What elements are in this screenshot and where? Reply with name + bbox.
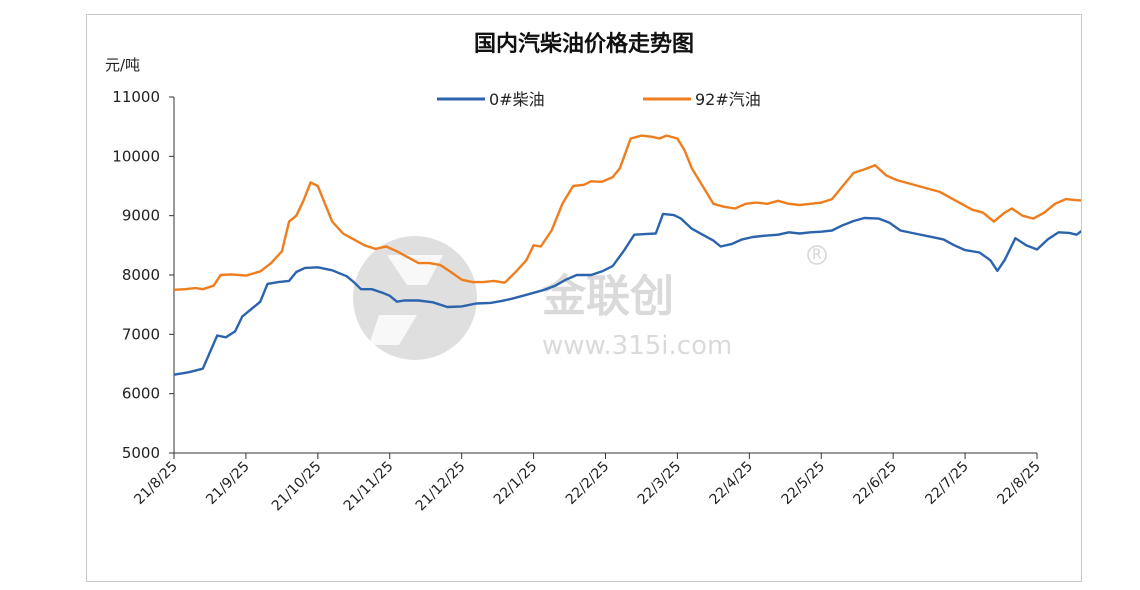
y-tick-label: 10000: [112, 147, 160, 165]
x-tick-label: 21/8/25: [131, 459, 180, 508]
watermark-brand: 金联创: [541, 271, 674, 322]
chart-title: 国内汽柴油价格走势图: [474, 31, 694, 57]
x-tick-label: 21/10/25: [269, 459, 325, 515]
x-tick-label: 22/6/25: [851, 459, 900, 508]
x-axis: 21/8/25 21/9/25 21/10/25 21/11/25 21/12/25 22…: [131, 452, 1044, 515]
legend-label: 92#汽油: [695, 90, 761, 109]
y-tick-label: 6000: [122, 385, 160, 403]
x-tick-label: 22/1/25: [491, 459, 540, 508]
x-tick-label: 22/8/25: [994, 459, 1043, 508]
y-tick-label: 9000: [122, 207, 160, 225]
x-tick-label: 22/5/25: [779, 459, 828, 508]
y-axis-unit: 元/吨: [105, 56, 140, 74]
y-tick-label: 8000: [122, 266, 160, 284]
series-line: [173, 134, 1081, 291]
line-chart: 金联创 R www.315i.com 国内汽柴油价格走势图 元/吨 5000 60…: [105, 31, 1081, 515]
x-tick-label: 22/2/25: [563, 459, 612, 508]
series-line: [173, 212, 1081, 376]
watermark-registered: R: [812, 247, 822, 263]
x-tick-label: 21/11/25: [341, 459, 397, 515]
legend: 0#柴油 92#汽油: [437, 90, 761, 109]
x-tick-label: 22/7/25: [922, 459, 971, 508]
x-tick-label: 22/3/25: [635, 459, 684, 508]
x-tick-label: 22/4/25: [707, 459, 756, 508]
y-axis: 5000 6000 7000 8000 9000 10000 11000: [112, 88, 175, 462]
series-layer: [173, 134, 1081, 376]
watermark: 金联创 R www.315i.com: [353, 236, 827, 361]
y-tick-label: 7000: [122, 325, 160, 343]
chart-frame: 金联创 R www.315i.com 国内汽柴油价格走势图 元/吨 5000 60…: [86, 14, 1082, 582]
y-tick-label: 11000: [112, 88, 160, 106]
legend-label: 0#柴油: [489, 90, 545, 109]
x-tick-label: 21/12/25: [413, 459, 469, 515]
y-tick-label: 5000: [122, 444, 160, 462]
watermark-url: www.315i.com: [542, 331, 732, 361]
x-tick-label: 21/9/25: [203, 459, 252, 508]
